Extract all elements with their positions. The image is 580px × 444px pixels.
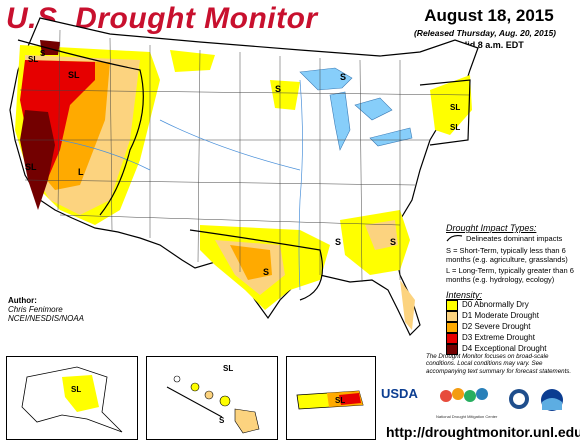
label-s-mn: S [275,84,281,94]
puerto-rico-inset: SL [286,356,376,440]
valid-time: Valid 8 a.m. EDT [454,40,524,50]
impact-types-title: Drought Impact Types: [446,223,537,233]
label-s-ga: S [390,237,396,247]
author-heading: Author: [8,296,37,305]
label-s-wi: S [340,72,346,82]
impact-short-term: S = Short-Term, typically less than 6 mo… [446,246,568,264]
map-date: August 18, 2015 [424,6,554,25]
hawaii-inset: SL S [146,356,278,440]
swatch-d3 [446,333,458,344]
d2-texas [230,245,272,280]
d0-northeast [430,75,472,135]
release-date: (Released Thursday, Aug. 20, 2015) [413,28,557,38]
swatch-d1 [446,311,458,322]
alaska-inset: SL [6,356,138,440]
author-org: NCEI/NESDIS/NOAA [8,314,85,323]
footnote: The Drought Monitor focuses on broad-sca… [426,353,572,375]
d0-midwest [270,80,300,110]
doc-seal-icon [509,389,529,409]
monitor-url[interactable]: http://droughtmonitor.unl.edu/ [386,424,580,440]
puerto-rico-map: SL [296,390,364,410]
intensity-d4: D4 Exceptional Drought [462,344,547,353]
intensity-d0: D0 Abnormally Dry [462,300,529,309]
noaa-logo-icon [541,389,563,411]
d1-southeast [365,220,398,250]
impact-boundaries [17,39,471,301]
svg-text:SL: SL [335,396,345,405]
usda-logo: USDA [381,386,418,401]
label-sl-ca: SL [25,162,37,172]
alaska-map: SL [21,366,123,433]
intensity-d2: D2 Severe Drought [462,322,531,331]
ndmc-logo [440,388,488,402]
impact-long-term: L = Long-Term, typically greater than 6 … [446,266,574,284]
svg-text:SL: SL [223,364,233,373]
swatch-d4 [446,344,458,355]
swatch-d2 [446,322,458,333]
hawaii-map: SL S [166,364,260,434]
impact-delineates: Delineates dominant impacts [466,234,563,243]
label-sl-or: SL [68,70,80,80]
label-s-ms: S [335,237,341,247]
d0-plains [170,50,215,72]
swatch-d0 [446,300,458,311]
label-s-wa: S [40,49,46,58]
intensity-title: Intensity: [446,290,483,300]
rivers [59,79,303,291]
label-l-nv: L [78,167,84,177]
svg-text:S: S [219,416,225,425]
boundary-icon [446,234,463,242]
label-s-tx: S [263,267,269,277]
label-sl-ne1: SL [450,103,460,112]
intensity-d3: D3 Extreme Drought [462,333,535,342]
svg-text:SL: SL [71,385,81,394]
florida-d1 [400,280,415,330]
author-name: Chris Fenimore [8,305,63,314]
label-sl-wa: SL [28,55,38,64]
intensity-d1: D1 Moderate Drought [462,311,539,320]
author-block: Author: Chris Fenimore NCEI/NESDIS/NOAA [8,296,84,323]
label-sl-ne2: SL [450,123,460,132]
d4-california [20,110,55,210]
d4-wa [40,40,60,55]
ndmc-label: National Drought Mitigation Center [436,414,498,419]
